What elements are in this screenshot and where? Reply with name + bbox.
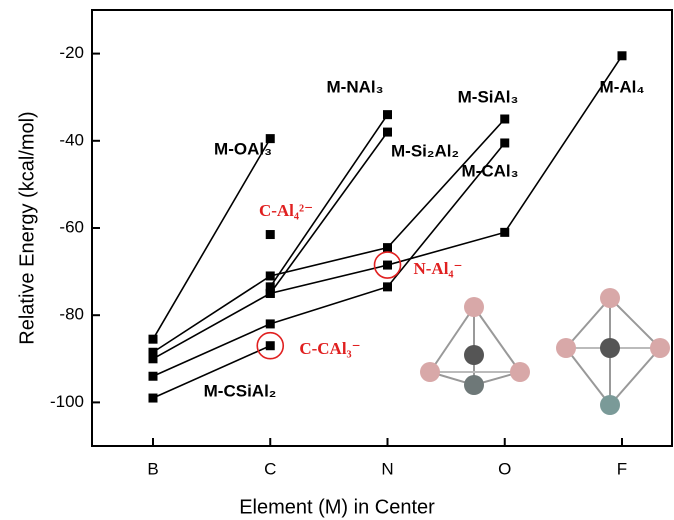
series-line (153, 56, 622, 359)
y-tick-label: -20 (59, 43, 84, 62)
x-tick-label: F (617, 459, 627, 478)
data-point (383, 110, 392, 119)
data-point (383, 243, 392, 252)
x-tick-label: N (381, 459, 393, 478)
x-tick-label: C (264, 459, 276, 478)
y-axis-title: Relative Energy (kcal/mol) (16, 111, 38, 344)
molecule-1 (420, 297, 530, 395)
series-line (153, 139, 270, 340)
chart: Element (M) in Center Relative Energy (k… (0, 0, 674, 520)
molecule-2 (556, 288, 670, 415)
data-point (149, 394, 158, 403)
annotation-label: C-Al₄²⁻ (259, 201, 313, 220)
series-label: M-Al₄ (600, 77, 645, 96)
data-point (149, 354, 158, 363)
y-tick-label: -100 (50, 392, 84, 411)
y-tick-label: -60 (59, 217, 84, 236)
series-label: M-OAl₃ (214, 139, 272, 158)
data-point (618, 51, 627, 60)
series-label: M-Si₂Al₂ (391, 141, 459, 160)
data-point (266, 289, 275, 298)
data-point (500, 138, 509, 147)
x-tick-label: O (498, 459, 511, 478)
annotation-point (266, 230, 275, 239)
data-point (383, 261, 392, 270)
data-point (149, 372, 158, 381)
series-label: M-CAl₃ (462, 161, 519, 180)
series-label: M-CSiAl₂ (204, 381, 277, 400)
series-label: M-NAl₃ (327, 77, 384, 96)
data-point (500, 228, 509, 237)
y-tick-label: -80 (59, 305, 84, 324)
data-point (383, 282, 392, 291)
annotation-label: C-CAl₃⁻ (299, 339, 360, 358)
x-axis-title: Element (M) in Center (239, 496, 435, 518)
data-point (266, 271, 275, 280)
data-point (149, 335, 158, 344)
series-label: M-SiAl₃ (458, 87, 519, 106)
y-tick-label: -40 (59, 130, 84, 149)
annotation-label: N-Al₄⁻ (413, 259, 462, 278)
plot-frame (92, 10, 672, 446)
data-point (383, 128, 392, 137)
data-point (266, 319, 275, 328)
data-point (500, 115, 509, 124)
data-point (266, 341, 275, 350)
x-tick-label: B (147, 459, 158, 478)
